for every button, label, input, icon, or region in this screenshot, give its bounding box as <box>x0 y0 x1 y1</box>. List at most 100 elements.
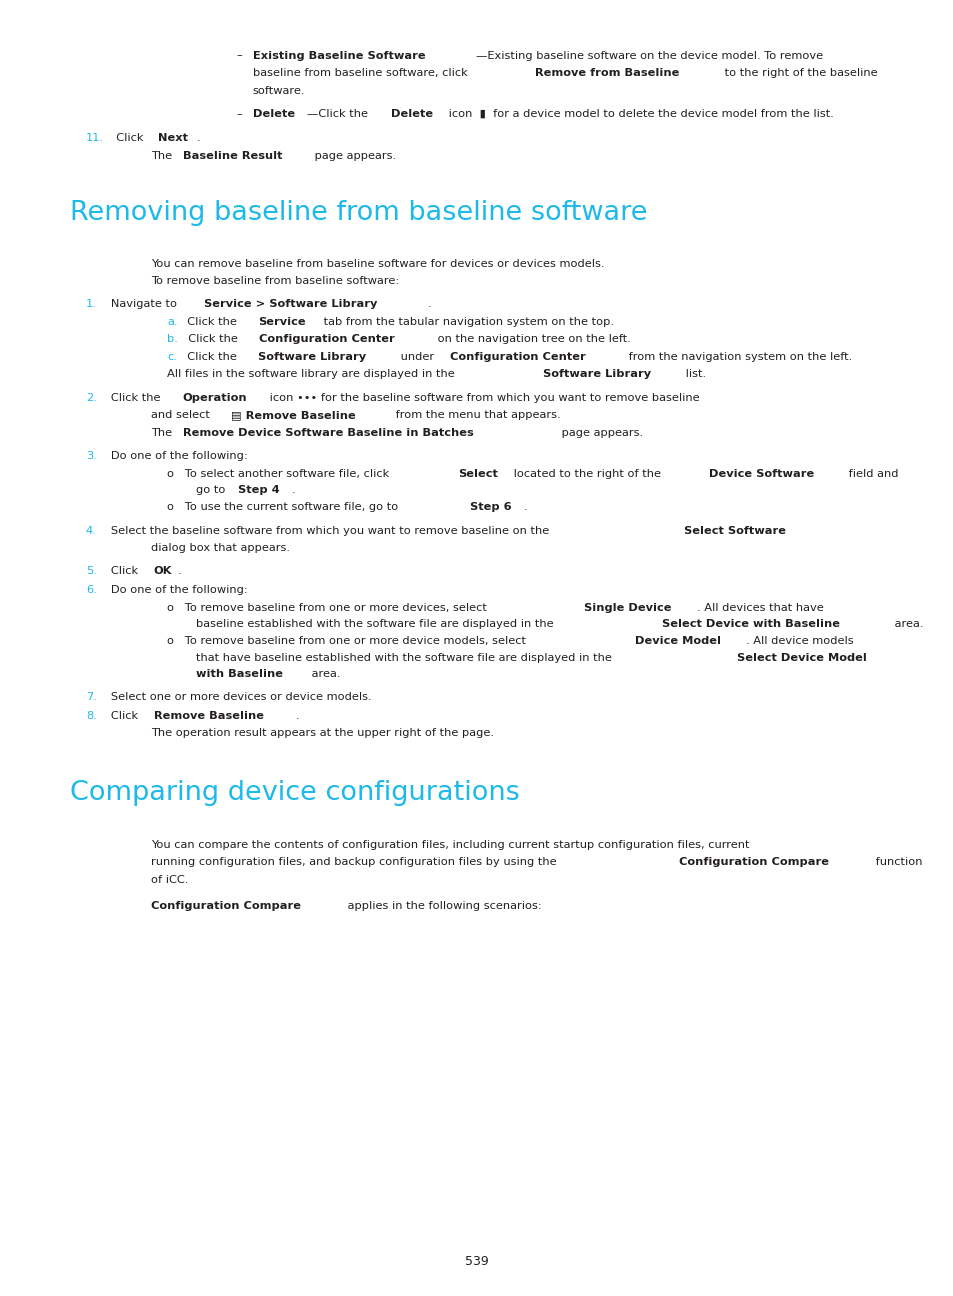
Text: that have baseline established with the software file are displayed in the: that have baseline established with the … <box>195 652 615 662</box>
Text: 8.: 8. <box>86 710 96 721</box>
Text: icon  ▮  for a device model to delete the device model from the list.: icon ▮ for a device model to delete the … <box>444 109 833 119</box>
Text: —Existing baseline software on the device model. To remove: —Existing baseline software on the devic… <box>475 51 821 61</box>
Text: . All device models: . All device models <box>745 636 853 647</box>
Text: icon ••• for the baseline software from which you want to remove baseline: icon ••• for the baseline software from … <box>266 393 699 403</box>
Text: Operation: Operation <box>182 393 247 403</box>
Text: page appears.: page appears. <box>558 428 642 438</box>
Text: Remove from Baseline: Remove from Baseline <box>534 67 679 78</box>
Text: .: . <box>295 710 299 721</box>
Text: software.: software. <box>253 86 305 96</box>
Text: tab from the tabular navigation system on the top.: tab from the tabular navigation system o… <box>319 318 614 327</box>
Text: Select one or more devices or device models.: Select one or more devices or device mod… <box>100 692 371 702</box>
Text: You can compare the contents of configuration files, including current startup c: You can compare the contents of configur… <box>151 840 748 850</box>
Text: baseline from baseline software, click: baseline from baseline software, click <box>253 67 471 78</box>
Text: Select Device with Baseline: Select Device with Baseline <box>661 618 839 629</box>
Text: .: . <box>197 133 200 144</box>
Text: list.: list. <box>681 369 706 380</box>
Text: Baseline Result: Baseline Result <box>182 150 282 161</box>
Text: Do one of the following:: Do one of the following: <box>100 584 247 595</box>
Text: To remove baseline from baseline software:: To remove baseline from baseline softwar… <box>151 276 398 286</box>
Text: —Click the: —Click the <box>307 109 372 119</box>
Text: Service > Software Library: Service > Software Library <box>204 299 376 310</box>
Text: o   To remove baseline from one or more devices, select: o To remove baseline from one or more de… <box>167 603 490 613</box>
Text: Remove Baseline: Remove Baseline <box>153 710 263 721</box>
Text: Device Software: Device Software <box>709 468 814 478</box>
Text: running configuration files, and backup configuration files by using the: running configuration files, and backup … <box>151 857 559 867</box>
Text: Software Library: Software Library <box>257 351 366 362</box>
Text: Delete: Delete <box>390 109 433 119</box>
Text: .: . <box>292 485 295 495</box>
Text: Service: Service <box>258 318 306 327</box>
Text: The: The <box>151 428 175 438</box>
Text: ▤ Remove Baseline: ▤ Remove Baseline <box>232 410 355 420</box>
Text: Navigate to: Navigate to <box>100 299 180 310</box>
Text: Select Software: Select Software <box>683 525 785 535</box>
Text: page appears.: page appears. <box>311 150 395 161</box>
Text: Configuration Compare: Configuration Compare <box>679 857 828 867</box>
Text: Click: Click <box>100 566 141 577</box>
Text: field and: field and <box>844 468 898 478</box>
Text: .: . <box>177 566 181 577</box>
Text: 11.: 11. <box>86 133 104 144</box>
Text: c.: c. <box>167 351 176 362</box>
Text: –: – <box>236 109 242 119</box>
Text: 3.: 3. <box>86 451 96 461</box>
Text: Click the: Click the <box>100 393 164 403</box>
Text: located to the right of the: located to the right of the <box>509 468 664 478</box>
Text: function: function <box>871 857 922 867</box>
Text: go to: go to <box>195 485 229 495</box>
Text: The operation result appears at the upper right of the page.: The operation result appears at the uppe… <box>151 728 494 739</box>
Text: from the navigation system on the left.: from the navigation system on the left. <box>624 351 851 362</box>
Text: Click: Click <box>100 710 141 721</box>
Text: Select: Select <box>458 468 497 478</box>
Text: dialog box that appears.: dialog box that appears. <box>151 543 290 553</box>
Text: Step 4: Step 4 <box>238 485 279 495</box>
Text: 4.: 4. <box>86 525 96 535</box>
Text: of iCC.: of iCC. <box>151 875 188 885</box>
Text: on the navigation tree on the left.: on the navigation tree on the left. <box>434 334 631 345</box>
Text: Step 6: Step 6 <box>470 502 511 512</box>
Text: Configuration Compare: Configuration Compare <box>151 901 300 911</box>
Text: .: . <box>427 299 431 310</box>
Text: o   To select another software file, click: o To select another software file, click <box>167 468 393 478</box>
Text: o   To use the current software file, go to: o To use the current software file, go t… <box>167 502 401 512</box>
Text: Single Device: Single Device <box>584 603 671 613</box>
Text: Configuration Center: Configuration Center <box>259 334 395 345</box>
Text: 1.: 1. <box>86 299 96 310</box>
Text: The: The <box>151 150 175 161</box>
Text: 2.: 2. <box>86 393 96 403</box>
Text: to the right of the baseline: to the right of the baseline <box>720 67 877 78</box>
Text: All files in the software library are displayed in the: All files in the software library are di… <box>167 369 457 380</box>
Text: –: – <box>236 51 242 61</box>
Text: area.: area. <box>890 618 923 629</box>
Text: .: . <box>523 502 527 512</box>
Text: Delete: Delete <box>253 109 294 119</box>
Text: a.: a. <box>167 318 177 327</box>
Text: Next: Next <box>158 133 189 144</box>
Text: Comparing device configurations: Comparing device configurations <box>70 780 519 806</box>
Text: Do one of the following:: Do one of the following: <box>100 451 248 461</box>
Text: . All devices that have: . All devices that have <box>697 603 823 613</box>
Text: Software Library: Software Library <box>542 369 650 380</box>
Text: 7.: 7. <box>86 692 96 702</box>
Text: Remove Device Software Baseline in Batches: Remove Device Software Baseline in Batch… <box>182 428 473 438</box>
Text: Click the: Click the <box>179 351 240 362</box>
Text: baseline established with the software file are displayed in the: baseline established with the software f… <box>195 618 557 629</box>
Text: from the menu that appears.: from the menu that appears. <box>392 410 560 420</box>
Text: b.: b. <box>167 334 177 345</box>
Text: Click the: Click the <box>181 334 241 345</box>
Text: Device Model: Device Model <box>634 636 720 647</box>
Text: You can remove baseline from baseline software for devices or devices models.: You can remove baseline from baseline so… <box>151 259 603 268</box>
Text: applies in the following scenarios:: applies in the following scenarios: <box>344 901 541 911</box>
Text: and select: and select <box>151 410 213 420</box>
Text: Removing baseline from baseline software: Removing baseline from baseline software <box>70 200 646 227</box>
Text: under: under <box>396 351 437 362</box>
Text: Existing Baseline Software: Existing Baseline Software <box>253 51 425 61</box>
Text: Click: Click <box>110 133 147 144</box>
Text: area.: area. <box>308 669 340 679</box>
Text: OK: OK <box>153 566 172 577</box>
Text: Click the: Click the <box>180 318 241 327</box>
Text: Configuration Center: Configuration Center <box>450 351 585 362</box>
Text: Select Device Model: Select Device Model <box>736 652 866 662</box>
Text: 5.: 5. <box>86 566 96 577</box>
